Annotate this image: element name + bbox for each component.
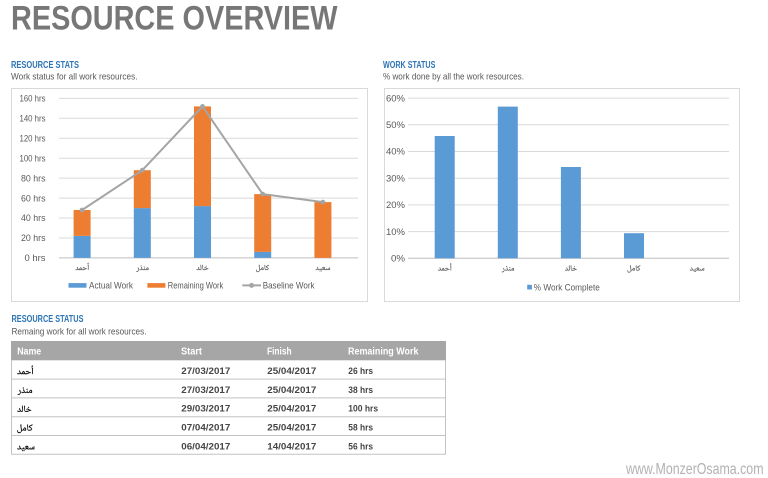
svg-text:RESOURCE OVERVIEW: RESOURCE OVERVIEW <box>11 0 338 38</box>
svg-text:26 hrs: 26 hrs <box>348 365 373 376</box>
svg-text:07/04/2017: 07/04/2017 <box>181 422 230 433</box>
svg-text:140 hrs: 140 hrs <box>20 114 46 124</box>
svg-text:Name: Name <box>17 347 42 358</box>
svg-text:Work status for all work resou: Work status for all work resources. <box>11 72 138 83</box>
svg-text:27/03/2017: 27/03/2017 <box>181 384 230 395</box>
svg-text:RESOURCE STATS: RESOURCE STATS <box>11 60 79 71</box>
svg-text:14/04/2017: 14/04/2017 <box>267 440 316 451</box>
svg-text:100 hrs: 100 hrs <box>348 403 378 414</box>
svg-text:80 hrs: 80 hrs <box>21 173 46 183</box>
svg-text:27/03/2017: 27/03/2017 <box>181 365 230 376</box>
svg-text:0%: 0% <box>391 254 405 264</box>
svg-text:60%: 60% <box>386 93 405 103</box>
svg-text:56 hrs: 56 hrs <box>348 440 373 451</box>
svg-text:50%: 50% <box>386 120 405 130</box>
svg-text:60 hrs: 60 hrs <box>21 193 46 203</box>
svg-text:58 hrs: 58 hrs <box>348 422 373 433</box>
svg-text:40%: 40% <box>386 147 405 157</box>
svg-text:25/04/2017: 25/04/2017 <box>267 384 316 395</box>
svg-text:www.MonzerOsama.com: www.MonzerOsama.com <box>625 461 763 478</box>
svg-text:25/04/2017: 25/04/2017 <box>267 365 316 376</box>
svg-text:Actual Work: Actual Work <box>89 281 133 291</box>
svg-text:25/04/2017: 25/04/2017 <box>267 422 316 433</box>
svg-text:10%: 10% <box>386 227 405 237</box>
svg-text:25/04/2017: 25/04/2017 <box>267 403 316 414</box>
svg-text:% work done by all the work re: % work done by all the work resources. <box>383 72 524 83</box>
svg-text:06/04/2017: 06/04/2017 <box>181 440 230 451</box>
svg-text:100 hrs: 100 hrs <box>20 153 46 163</box>
svg-text:38 hrs: 38 hrs <box>348 384 373 395</box>
svg-text:Remaing work for all work reso: Remaing work for all work resources. <box>12 327 147 338</box>
svg-text:29/03/2017: 29/03/2017 <box>181 403 230 414</box>
svg-text:20 hrs: 20 hrs <box>21 233 46 243</box>
svg-text:40 hrs: 40 hrs <box>21 213 46 223</box>
svg-text:120 hrs: 120 hrs <box>20 133 46 143</box>
svg-text:0 hrs: 0 hrs <box>25 253 46 263</box>
svg-text:160 hrs: 160 hrs <box>20 94 46 104</box>
svg-text:Remaining Work: Remaining Work <box>168 281 224 291</box>
svg-text:% Work Complete: % Work Complete <box>534 282 600 292</box>
svg-text:30%: 30% <box>386 173 405 183</box>
svg-text:Baseline Work: Baseline Work <box>263 281 315 291</box>
svg-text:Start: Start <box>181 347 203 358</box>
svg-text:WORK STATUS: WORK STATUS <box>383 60 436 71</box>
svg-text:20%: 20% <box>386 200 405 210</box>
svg-text:Remaining Work: Remaining Work <box>348 347 419 358</box>
svg-text:RESOURCE STATUS: RESOURCE STATUS <box>12 314 84 325</box>
svg-text:Finish: Finish <box>267 347 292 358</box>
